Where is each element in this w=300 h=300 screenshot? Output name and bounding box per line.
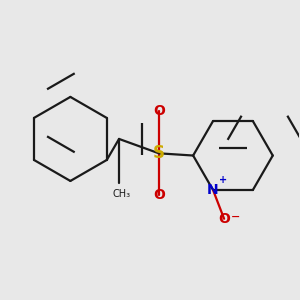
Text: O: O xyxy=(218,212,230,226)
Text: −: − xyxy=(230,212,240,222)
Text: CH₃: CH₃ xyxy=(112,189,130,199)
Text: O: O xyxy=(153,104,165,118)
Text: S: S xyxy=(153,144,165,162)
Text: O: O xyxy=(153,188,165,202)
Text: N: N xyxy=(207,183,219,197)
Text: +: + xyxy=(219,175,227,185)
